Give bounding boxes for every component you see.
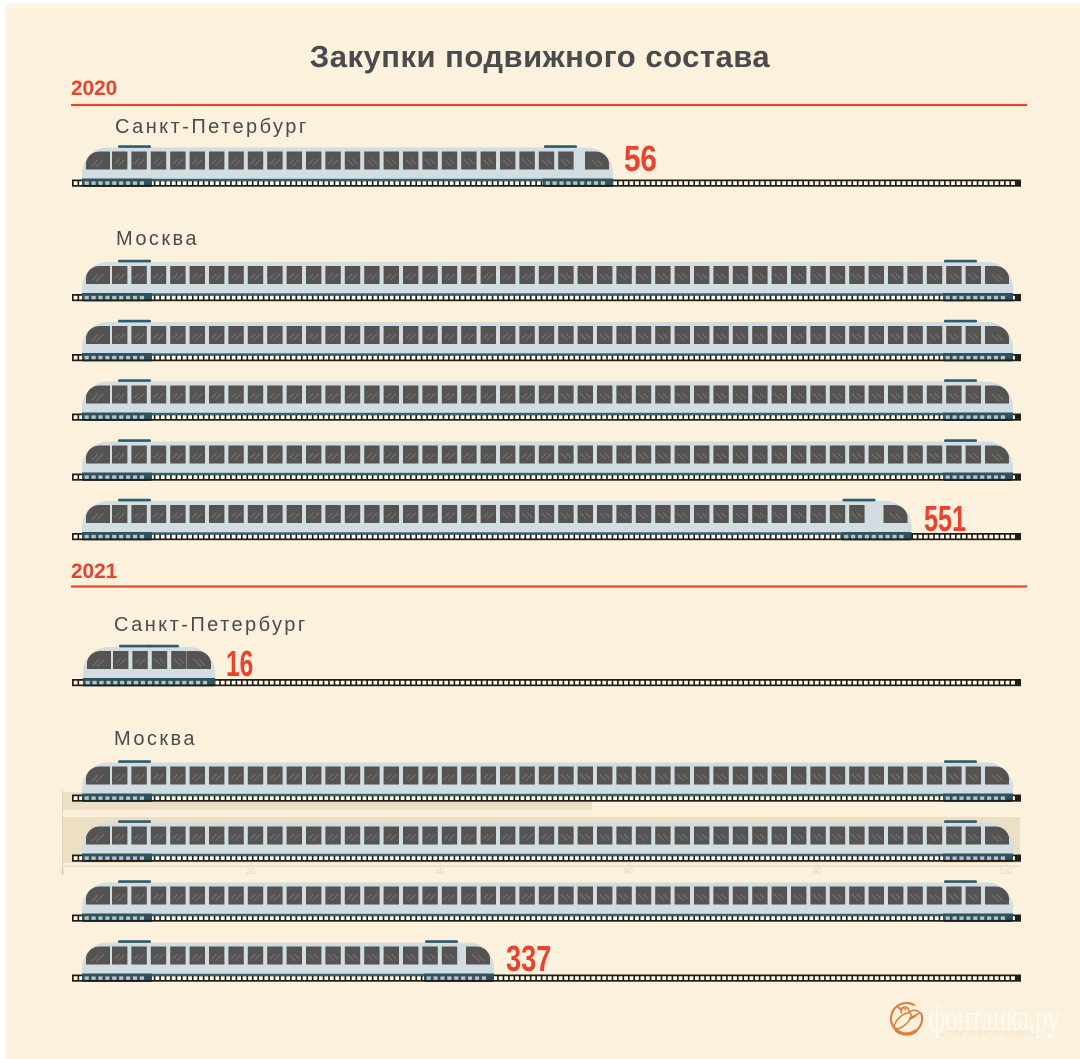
svg-text:40: 40: [435, 867, 444, 876]
svg-text:100: 100: [999, 867, 1013, 876]
svg-text:0: 0: [60, 867, 65, 876]
svg-text:60: 60: [624, 867, 633, 876]
svg-text:20: 20: [247, 867, 256, 876]
svg-text:80: 80: [813, 867, 822, 876]
